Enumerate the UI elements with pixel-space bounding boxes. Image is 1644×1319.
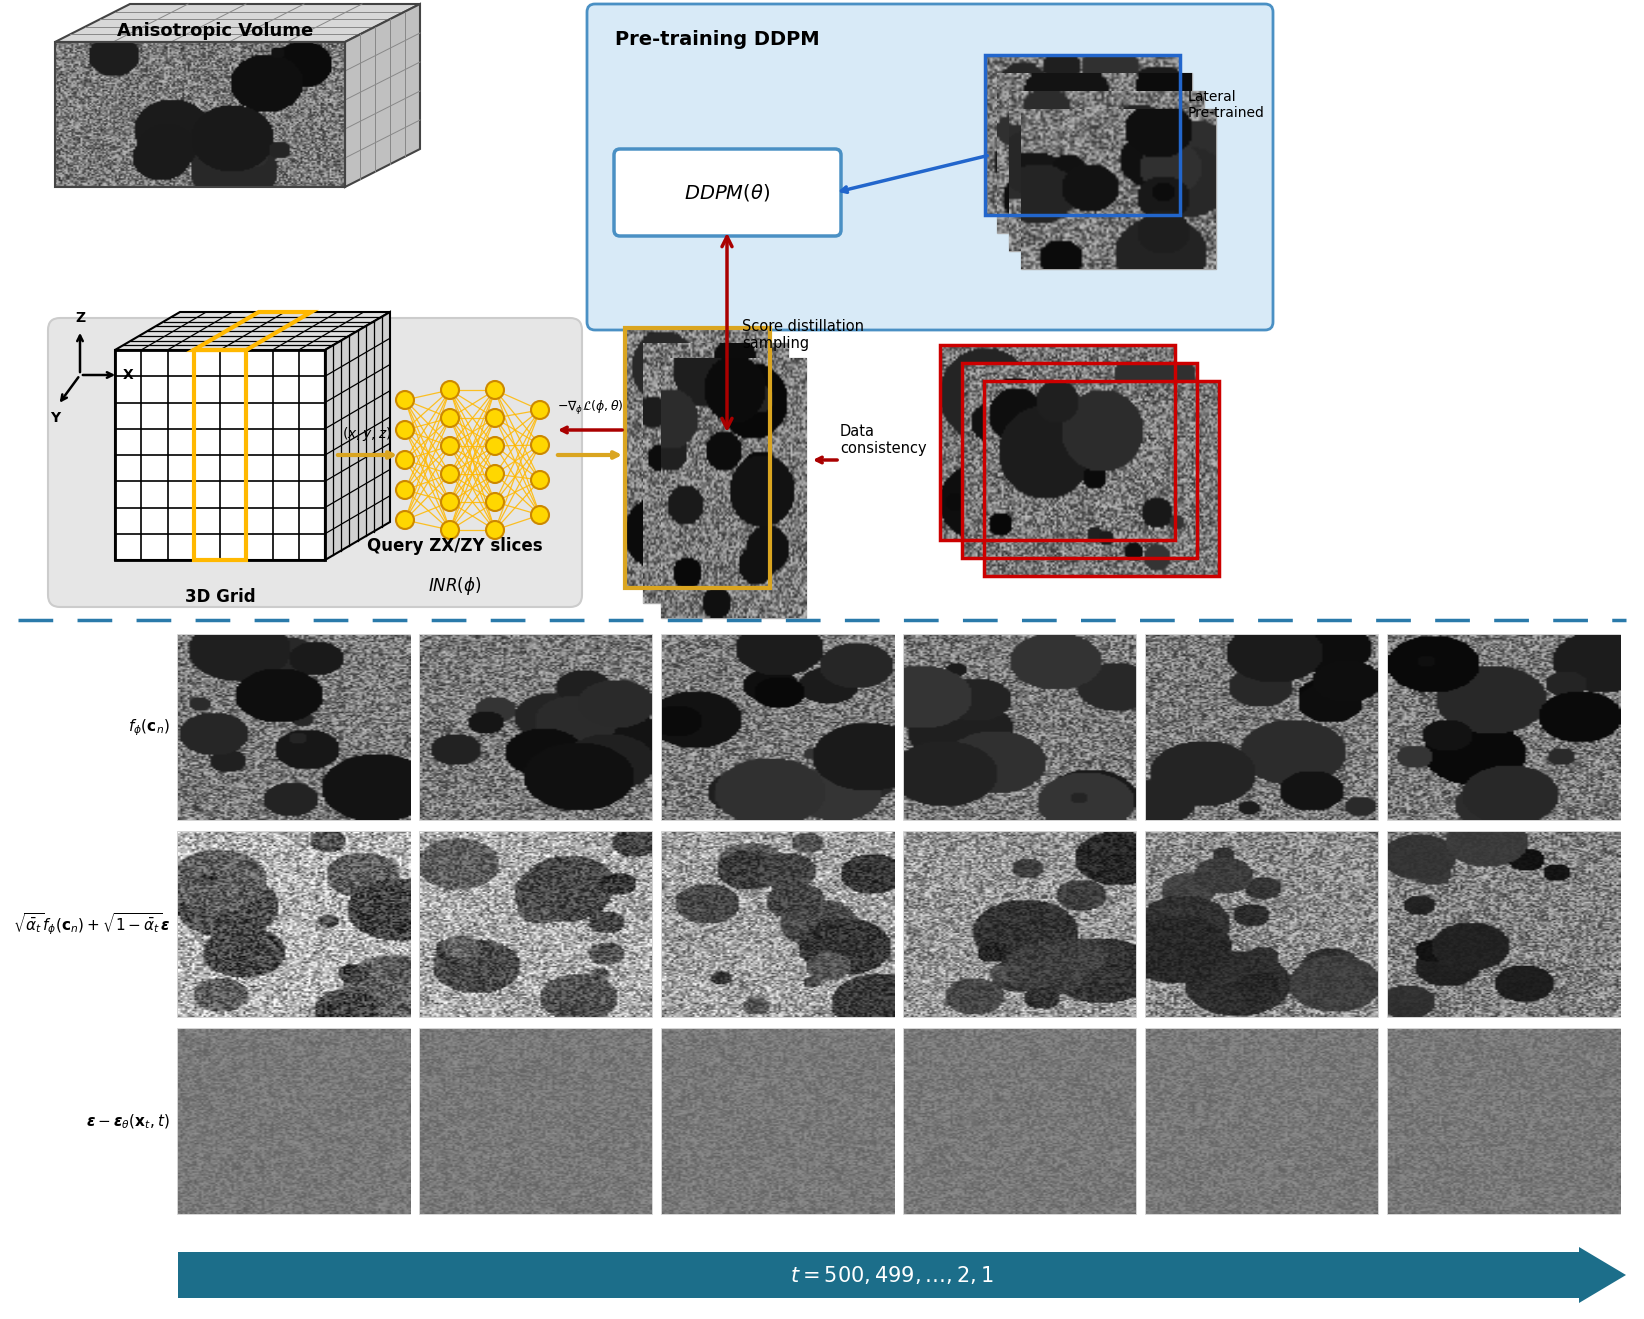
Polygon shape — [115, 350, 326, 561]
Text: X: X — [123, 368, 133, 383]
Text: Score distillation
sampling: Score distillation sampling — [741, 319, 865, 351]
Polygon shape — [345, 4, 419, 187]
Bar — [178, 832, 409, 1017]
Circle shape — [441, 437, 459, 455]
FancyBboxPatch shape — [48, 318, 582, 607]
Text: $(x,y,z)$: $(x,y,z)$ — [342, 425, 391, 443]
Text: Query ZX/ZY slices: Query ZX/ZY slices — [367, 537, 543, 555]
Circle shape — [487, 409, 505, 427]
Circle shape — [531, 471, 549, 489]
Text: 3D Grid: 3D Grid — [184, 588, 255, 605]
Circle shape — [531, 401, 549, 419]
Text: Data
consistency: Data consistency — [840, 423, 927, 456]
Text: Pre-training DDPM: Pre-training DDPM — [615, 30, 820, 49]
Bar — [940, 346, 1175, 539]
Circle shape — [487, 466, 505, 483]
Bar — [985, 55, 1180, 215]
Circle shape — [396, 390, 414, 409]
Bar — [996, 73, 1192, 233]
Bar — [1021, 109, 1217, 269]
Bar — [178, 1252, 1582, 1298]
Bar — [663, 634, 894, 820]
Bar — [962, 363, 1197, 558]
Polygon shape — [326, 313, 390, 561]
Circle shape — [487, 381, 505, 400]
Bar — [1009, 91, 1203, 251]
Circle shape — [531, 506, 549, 524]
Bar — [1388, 1029, 1619, 1213]
Bar — [1146, 1029, 1378, 1213]
Bar — [661, 357, 806, 619]
Polygon shape — [1578, 1246, 1626, 1303]
Circle shape — [396, 421, 414, 439]
Bar — [419, 832, 653, 1017]
Circle shape — [487, 437, 505, 455]
Bar — [625, 328, 769, 588]
Bar — [985, 55, 1180, 215]
FancyBboxPatch shape — [587, 4, 1272, 330]
Bar — [419, 634, 653, 820]
Text: Anisotropic Volume: Anisotropic Volume — [117, 22, 312, 40]
Bar — [1388, 832, 1619, 1017]
Text: $INR(\phi)$: $INR(\phi)$ — [429, 575, 482, 598]
Text: $f_{\phi}(\mathbf{c}_n)$: $f_{\phi}(\mathbf{c}_n)$ — [128, 718, 169, 737]
Circle shape — [441, 466, 459, 483]
Circle shape — [531, 437, 549, 454]
Text: $DDPM(\theta)$: $DDPM(\theta)$ — [684, 182, 771, 203]
Circle shape — [441, 521, 459, 539]
Bar — [985, 381, 1218, 576]
Bar — [1388, 634, 1619, 820]
Circle shape — [487, 493, 505, 510]
Text: $-\nabla_{\phi}\mathcal{L}(\phi, \theta)$: $-\nabla_{\phi}\mathcal{L}(\phi, \theta)… — [557, 400, 623, 417]
Bar — [419, 1029, 653, 1213]
Bar — [904, 634, 1136, 820]
Circle shape — [396, 481, 414, 499]
Bar — [625, 328, 769, 588]
Bar — [663, 1029, 894, 1213]
Circle shape — [396, 451, 414, 470]
Bar — [904, 1029, 1136, 1213]
Bar — [178, 1029, 409, 1213]
Text: Lateral
Pre-trained: Lateral Pre-trained — [1189, 90, 1264, 120]
Polygon shape — [115, 313, 390, 350]
Circle shape — [441, 409, 459, 427]
Text: $\sqrt{\bar{\alpha}_t}f_{\phi}(\mathbf{c}_n)+\sqrt{1-\bar{\alpha}_t}\boldsymbol{: $\sqrt{\bar{\alpha}_t}f_{\phi}(\mathbf{c… — [13, 911, 169, 938]
Circle shape — [487, 521, 505, 539]
Text: $\boldsymbol{\epsilon}-\boldsymbol{\epsilon}_{\theta}(\mathbf{x}_t,t)$: $\boldsymbol{\epsilon}-\boldsymbol{\epsi… — [85, 1112, 169, 1130]
Bar — [1146, 634, 1378, 820]
Circle shape — [441, 381, 459, 400]
Circle shape — [441, 493, 459, 510]
Polygon shape — [54, 4, 419, 42]
Bar — [1146, 832, 1378, 1017]
Text: Y: Y — [49, 412, 61, 425]
Text: Z: Z — [76, 311, 85, 324]
Bar — [940, 346, 1175, 539]
Circle shape — [396, 510, 414, 529]
FancyBboxPatch shape — [613, 149, 842, 236]
Bar — [178, 634, 409, 820]
Bar — [643, 343, 787, 603]
Bar — [663, 832, 894, 1017]
Bar — [904, 832, 1136, 1017]
Text: $t = 500, 499, \ldots, 2, 1$: $t = 500, 499, \ldots, 2, 1$ — [791, 1264, 995, 1286]
Bar — [962, 363, 1197, 558]
Bar — [985, 381, 1218, 576]
